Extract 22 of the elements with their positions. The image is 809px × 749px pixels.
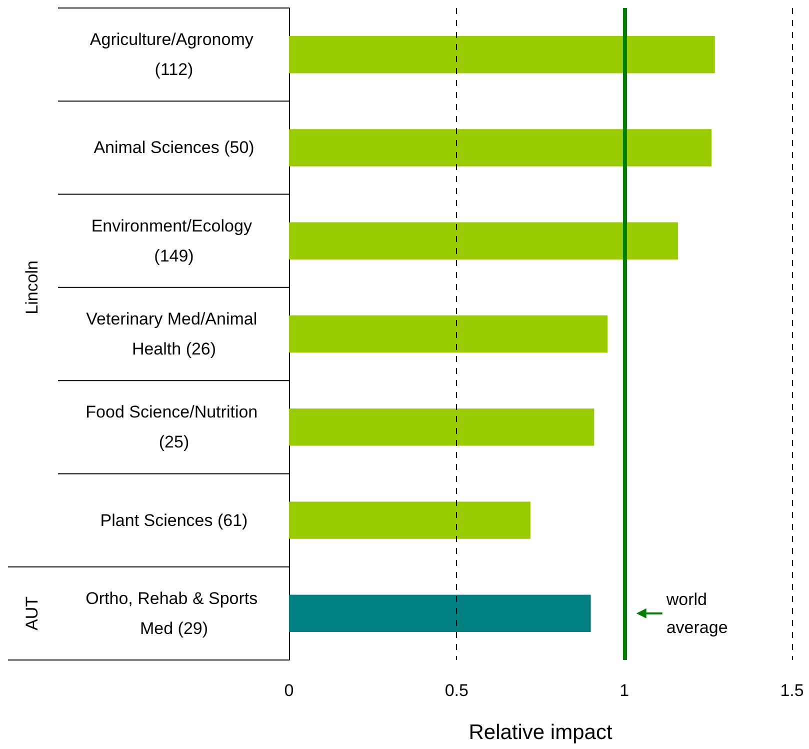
ref-line-label: world average [665,590,728,637]
bar [289,222,678,260]
y-tick-label: Plant Sciences (61) [100,510,248,530]
x-tick-label: 1.5 [780,681,804,700]
bar [289,408,594,446]
y-tick-label: Agriculture/Agronomy (112) [90,30,258,80]
bar [289,594,591,632]
bar [289,129,712,166]
bar [289,502,530,539]
x-tick-label: 0.5 [444,681,468,700]
text: AUT [22,596,42,630]
text: Lincoln [22,260,42,314]
x-tick-label: 0 [284,681,294,700]
y-tick-label: Veterinary Med/Animal Health (26) [86,310,262,358]
y-tick-label: Animal Sciences (50) [94,138,254,158]
bar [289,315,608,353]
x-axis-title: Relative impact [468,721,612,744]
y-tick-label: Environment/Ecology (149) [91,216,257,266]
x-tick-label: 1 [620,681,630,700]
bar [289,36,715,74]
y-tick-label: Food Science/Nutrition (25) [86,402,262,452]
y-tick-label: Ortho, Rehab & Sports Med (29) [86,588,262,638]
